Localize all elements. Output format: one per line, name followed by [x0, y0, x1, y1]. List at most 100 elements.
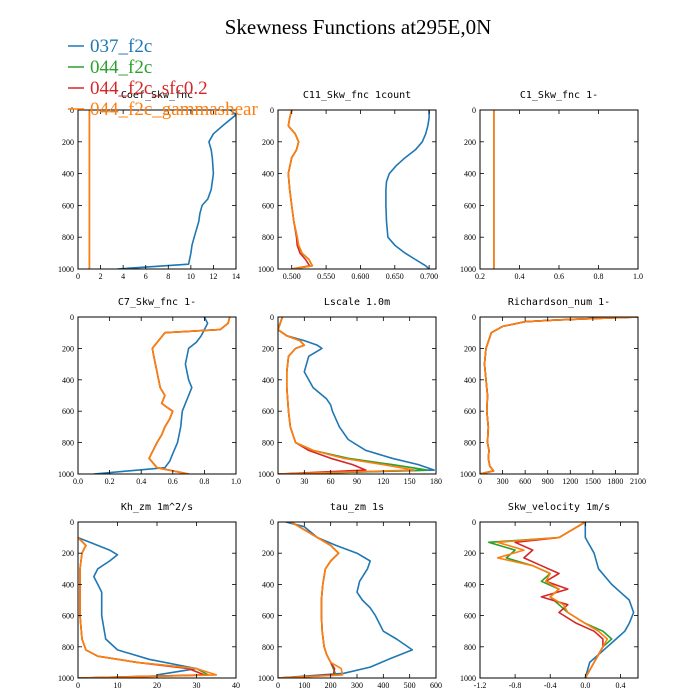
y-tick-label: 400	[262, 170, 274, 179]
x-tick-label: 14	[232, 272, 240, 281]
x-tick-label: 60	[327, 477, 335, 486]
x-tick-label: 0.8	[594, 272, 604, 281]
panel-series	[278, 522, 414, 678]
y-tick-label: 600	[464, 201, 476, 210]
x-tick-label: 1.0	[231, 477, 241, 486]
y-tick-label: 600	[62, 407, 74, 416]
x-tick-label: 0.6	[554, 272, 564, 281]
series-line-1	[480, 317, 638, 474]
y-tick-label: 1000	[460, 265, 476, 274]
y-tick-label: 1000	[58, 470, 74, 479]
y-tick-label: 0	[270, 313, 274, 322]
panel-title: Skw_velocity 1m/s	[508, 502, 610, 513]
y-tick-label: 1000	[460, 674, 476, 683]
panel-frame	[277, 109, 437, 270]
y-tick-label: 600	[62, 612, 74, 621]
y-tick-label: 200	[464, 549, 476, 558]
y-tick-label: 0	[472, 313, 476, 322]
x-tick-label: 0	[76, 681, 80, 690]
x-tick-label: 900	[542, 477, 554, 486]
panel-title: tau_zm 1s	[330, 502, 384, 513]
y-tick-label: 200	[262, 344, 274, 353]
y-tick-label: 200	[62, 344, 74, 353]
panel-5: Lscale 1.0m 0 30 60 90 120 150 180 0 200 400 600 800…	[258, 297, 442, 486]
y-tick-label: 600	[62, 201, 74, 210]
series-line-1	[278, 317, 435, 474]
y-tick-label: 400	[464, 376, 476, 385]
series-line-1	[278, 522, 414, 678]
x-tick-label: 150	[404, 477, 416, 486]
x-tick-label: -0.8	[509, 681, 522, 690]
legend: 037_f2c044_f2c044_f2c_sfc0.2044_f2c_gamm…	[68, 36, 258, 120]
x-tick-label: 0.8	[199, 477, 209, 486]
y-tick-label: 400	[464, 170, 476, 179]
panel-1: Coef_Skw_fnc 0 2 4 6 8 10 12 14 0 200 400 600 800 1000	[58, 90, 240, 281]
y-tick-label: 800	[262, 439, 274, 448]
panel-3: C1_Skw_fnc 1- 0.2 0.4 0.6 0.8 1.0 0 200 400 600 80…	[460, 90, 643, 281]
x-tick-label: 20	[153, 681, 161, 690]
panel-series	[88, 110, 236, 269]
series-line-4	[480, 317, 638, 474]
y-tick-label: 1000	[258, 470, 274, 479]
series-line-4	[278, 522, 344, 678]
series-line-2	[287, 110, 314, 269]
panel-series	[278, 317, 435, 474]
x-tick-label: 0	[276, 477, 280, 486]
y-tick-label: 400	[62, 580, 74, 589]
panel-series	[93, 317, 231, 474]
y-tick-label: 0	[70, 106, 74, 115]
x-tick-label: 0	[276, 681, 280, 690]
panel-title: Kh_zm 1m^2/s	[121, 502, 193, 513]
series-line-4	[148, 317, 231, 474]
y-tick-label: 400	[262, 580, 274, 589]
y-tick-label: 1000	[258, 674, 274, 683]
panel-title: Richardson_num 1-	[508, 297, 610, 308]
x-tick-label: 200	[325, 681, 337, 690]
panel-series	[488, 522, 635, 678]
y-tick-label: 800	[262, 233, 274, 242]
x-tick-label: 6	[144, 272, 148, 281]
y-tick-label: 800	[464, 643, 476, 652]
legend-item: 037_f2c	[68, 36, 152, 57]
series-line-4	[496, 522, 609, 678]
y-tick-label: 0	[270, 106, 274, 115]
x-tick-label: 300	[497, 477, 509, 486]
y-tick-label: 200	[464, 344, 476, 353]
panel-frame	[77, 109, 237, 270]
x-tick-label: 90	[353, 477, 361, 486]
x-tick-label: 500	[404, 681, 416, 690]
x-tick-label: 1800	[607, 477, 623, 486]
panel-frame	[479, 109, 639, 270]
panel-title: C11_Skw_fnc 1count	[303, 90, 411, 101]
x-tick-label: 100	[298, 681, 310, 690]
x-tick-label: 600	[430, 681, 442, 690]
legend-label: 044_f2c_gammashear	[90, 99, 258, 120]
panel-4: C7_Skw_fnc 1- 0.0 0.2 0.4 0.6 0.8 1.0 0 200 400 60…	[58, 297, 241, 486]
x-tick-label: 400	[377, 681, 389, 690]
panel-series	[287, 110, 430, 269]
y-tick-label: 600	[464, 407, 476, 416]
x-tick-label: 1200	[562, 477, 578, 486]
panel-title: C1_Skw_fnc 1-	[520, 90, 598, 101]
x-tick-label: -1.2	[474, 681, 487, 690]
y-tick-label: 200	[62, 549, 74, 558]
panel-title: Coef_Skw_fnc	[121, 90, 193, 101]
panel-title: Lscale 1.0m	[324, 297, 390, 308]
x-tick-label: 40	[232, 681, 240, 690]
legend-item: 044_f2c_sfc0.2	[68, 78, 208, 99]
x-tick-label: 0	[478, 477, 482, 486]
series-line-1	[93, 317, 209, 474]
x-tick-label: 0.650	[386, 272, 404, 281]
legend-label: 044_f2c_sfc0.2	[90, 78, 208, 99]
y-tick-label: 1000	[258, 265, 274, 274]
legend-item: 044_f2c	[68, 57, 152, 78]
x-tick-label: 2	[99, 272, 103, 281]
series-line-3	[480, 317, 638, 474]
series-line-4	[278, 317, 415, 474]
x-tick-label: 0	[76, 272, 80, 281]
y-tick-label: 0	[70, 518, 74, 527]
x-tick-label: 0.0	[73, 477, 83, 486]
x-tick-label: 1.0	[633, 272, 643, 281]
legend-label: 037_f2c	[90, 36, 152, 57]
